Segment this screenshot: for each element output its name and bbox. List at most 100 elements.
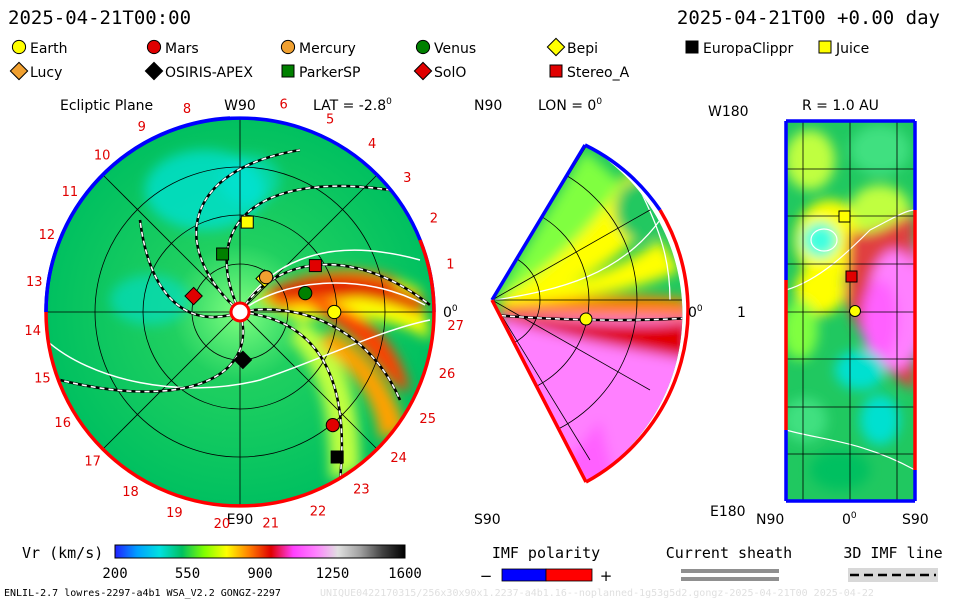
sector-number: 17 [84,454,101,469]
sector-number: 19 [166,506,183,521]
sector-number: 9 [138,120,146,135]
ecliptic-lat: LAT = -2.80 [313,97,392,114]
sector-number: 8 [183,102,191,117]
sector-number: 3 [403,171,411,186]
sector-number: 4 [368,137,376,152]
juice-legend-label: Juice [835,41,869,57]
sector-number: 23 [353,483,370,498]
sector-number: 6 [280,98,288,113]
osiris-apex-legend-icon [144,61,164,81]
sector-number: 26 [439,367,456,382]
earth-legend-icon [11,39,27,55]
imf-minus: − [480,567,493,585]
latlon-panel: W180 R = 1.0 AU 1 E180 N90 00 S90 [708,98,929,528]
sector-number: 25 [419,412,436,427]
bepi-legend-label: Bepi [567,41,598,57]
venus-legend-label: Venus [434,41,476,57]
ecliptic-markers [184,215,344,464]
sector-number: 12 [39,228,56,243]
colorbar-tick-label: 550 [175,566,200,582]
sector-number: 20 [214,517,231,532]
solo-legend-label: SolO [434,65,466,81]
meridional-earth-marker [579,312,593,326]
latlon-earth-marker [849,305,861,317]
meridional-zero: 00 [688,304,703,321]
venus-legend-icon [415,39,431,55]
sector-number: 2 [430,212,438,227]
sector-number: 11 [62,185,79,200]
sector-number: 21 [262,516,279,531]
stereo-a-legend-icon [549,64,563,78]
mercury-legend-icon [280,39,296,55]
ecliptic-e90: E90 [227,512,254,528]
mars-ecliptic-marker [325,418,340,433]
sector-number: 1 [446,258,454,273]
header-right-time: 2025-04-21T00 +0.00 day [677,7,940,29]
latlon-e180: E180 [710,504,746,520]
earth-ecliptic-marker [327,304,342,320]
imf-plus: + [600,567,613,585]
sector-number: 15 [34,372,51,387]
venus-ecliptic-marker [298,286,313,301]
sector-number: 16 [54,416,71,431]
latlon-w180: W180 [708,104,749,120]
osiris-apex-ecliptic-marker [233,350,253,370]
europaclippr-ecliptic-marker [330,450,344,464]
latlon-zero: 00 [842,511,857,528]
stereo-a-legend-label: Stereo_A [567,65,630,81]
meridional-s90: S90 [474,512,501,528]
imf-line-label: 3D IMF line [843,544,942,562]
sector-number: 24 [390,451,407,466]
spacecraft-legend: Earth Mars Mercury Venus Bepi EuropaClippr Jui… [9,37,869,81]
mercury-ecliptic-marker [259,270,274,285]
sun-marker [229,301,251,323]
latlon-juice-marker [838,210,851,223]
imf-polarity-label: IMF polarity [492,544,600,562]
sector-number: 22 [310,505,327,520]
imf-negative-swatch [501,568,547,582]
mars-legend-icon [146,39,162,55]
imf-line-swatch [848,568,938,582]
sector-number: 14 [24,324,41,339]
earth-legend-label: Earth [30,41,68,57]
osiris-apex-legend-label: OSIRIS-APEX [165,65,253,81]
meridional-n90: N90 [474,98,502,114]
lucy-legend-icon [9,61,29,81]
parkersp-legend-icon [281,64,295,78]
colorbar [114,544,406,559]
mars-legend-label: Mars [165,41,199,57]
colorbar-tick-label: 1250 [316,566,350,582]
current-sheath-label: Current sheath [666,544,792,562]
latlon-s90: S90 [902,512,929,528]
header-left-time: 2025-04-21T00:00 [8,7,191,29]
current-sheath-swatch [681,569,779,581]
latlon-r: R = 1.0 AU [802,98,879,114]
latlon-mid: 1 [737,305,746,321]
imf-positive-swatch [545,568,593,582]
latlon-stereo-a-marker [845,270,858,283]
meridional-lon: LON = 00 [538,97,602,114]
sector-number: 5 [326,112,334,127]
juice-ecliptic-marker [240,215,254,229]
colorbar-tick-label: 200 [102,566,127,582]
parkersp-legend-label: ParkerSP [299,65,360,81]
juice-legend-icon [818,40,832,54]
sector-number: 27 [447,319,464,334]
lucy-legend-label: Lucy [30,65,62,81]
colorbar-ticks: 200 550 900 1250 1600 [102,566,422,582]
latlon-n90: N90 [756,512,784,528]
solo-ecliptic-marker [184,286,203,306]
europaclippr-legend-label: EuropaClippr [703,41,794,57]
solo-legend-icon [413,61,433,81]
ecliptic-zero: 00 [443,304,458,321]
ecliptic-panel: Ecliptic Plane W90 LAT = -2.80 E90 00 12… [24,97,463,532]
sector-number: 10 [94,149,111,164]
stereo-a-ecliptic-marker [308,259,322,273]
parkersp-ecliptic-marker [216,247,230,261]
footer-run-id: UNIQUE0422170315/256x30x90x1.2237-a4b1.1… [320,588,874,599]
colorbar-tick-label: 1600 [388,566,422,582]
footer-run-info: ENLIL-2.7 lowres-2297-a4b1 WSA_V2.2 GONG… [4,588,281,599]
bepi-legend-icon [546,37,566,57]
